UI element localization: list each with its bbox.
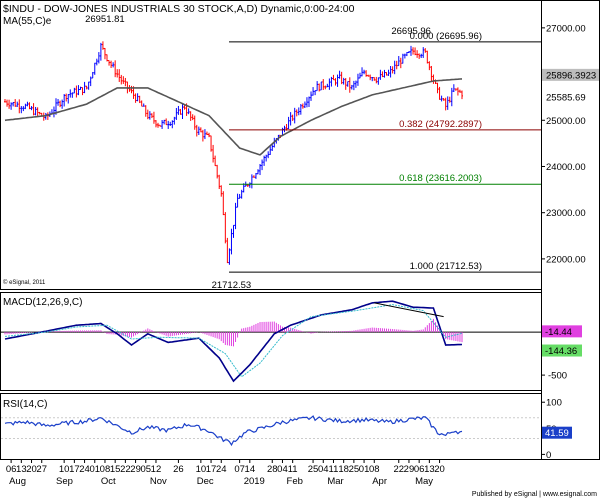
- x-day-label: 22: [120, 464, 131, 475]
- price-value-box: [542, 91, 599, 104]
- x-day-label: 01: [359, 464, 370, 475]
- x-day-label: 24: [79, 464, 90, 475]
- rsi-value-box: [542, 426, 572, 439]
- price-value-label: 25896.3923: [546, 70, 596, 81]
- x-day-label: 14: [245, 464, 256, 475]
- rsi-value-label: 41.59: [545, 428, 569, 439]
- x-day-label: 06: [414, 464, 425, 475]
- x-month-label: Nov: [150, 476, 167, 487]
- macd-plot: [1, 300, 541, 383]
- x-day-label: 04: [318, 464, 329, 475]
- rsi-y-tick-label: 100: [546, 398, 562, 409]
- price-y-tick-label: 27000.00: [546, 23, 586, 34]
- x-month-label: Aug: [9, 476, 26, 487]
- x-day-label: 29: [404, 464, 415, 475]
- rsi-plot: [1, 415, 541, 447]
- copyright-text: © eSignal, 2011: [3, 279, 46, 286]
- macd-value-label: -14.44: [545, 327, 572, 338]
- rsi-y-tick-label: 0: [546, 450, 551, 461]
- macd-value-box: [542, 325, 582, 338]
- x-day-label: 15: [110, 464, 121, 475]
- x-day-label: 18: [338, 464, 349, 475]
- macd-line: [4, 300, 463, 383]
- x-month-label: Sep: [56, 476, 73, 487]
- x-month-label: May: [415, 476, 433, 487]
- price-annotation: 26695.96: [391, 26, 431, 37]
- x-day-label: 11: [329, 464, 339, 475]
- x-day-label: 07: [234, 464, 245, 475]
- macd-panel-frame: [0, 292, 542, 391]
- x-day-label: 25: [349, 464, 360, 475]
- x-day-label: 08: [369, 464, 380, 475]
- macd-y-tick-label: -500: [548, 371, 567, 382]
- fib-label: 0.000 (26695.96): [410, 31, 482, 42]
- x-day-label: 08: [100, 464, 111, 475]
- x-day-label: 01: [89, 464, 100, 475]
- fib-label: 0.618 (23616.2003): [399, 173, 482, 184]
- fib-label: 1.000 (21712.53): [410, 261, 482, 272]
- chart-title: $INDU - DOW-JONES INDUSTRIALS 30 STOCK,A…: [3, 3, 355, 15]
- x-day-label: 27: [36, 464, 47, 475]
- price-annotation: 21712.53: [212, 280, 252, 291]
- price-y-tick-label: 22000.00: [546, 254, 586, 265]
- price-value-label: 25585.69: [546, 93, 586, 104]
- price-y-tick-label: 24000.00: [546, 162, 586, 173]
- x-day-label: 24: [216, 464, 227, 475]
- x-month-label: Apr: [372, 476, 387, 487]
- price-y-tick-label: 23000.00: [546, 208, 586, 219]
- footer-text: Published by eSignal | www.esignal.com: [472, 491, 597, 498]
- price-value-box: [542, 68, 599, 81]
- price-annotation: 26951.81: [85, 14, 125, 25]
- x-day-label: 10: [196, 464, 207, 475]
- x-day-label: 28: [267, 464, 278, 475]
- x-day-label: 12: [151, 464, 162, 475]
- x-month-label: Feb: [287, 476, 303, 487]
- macd-value-box: [542, 344, 582, 357]
- macd-trendline: [374, 302, 444, 318]
- x-month-label: Oct: [101, 476, 116, 487]
- x-month-label: Mar: [327, 476, 343, 487]
- x-day-label: 20: [26, 464, 37, 475]
- macd-value-label: -144.36: [545, 346, 577, 357]
- x-day-label: 20: [434, 464, 445, 475]
- x-day-label: 26: [173, 464, 184, 475]
- rsi-title: RSI(14,C): [3, 399, 47, 410]
- x-day-label: 06: [6, 464, 17, 475]
- x-day-label: 13: [16, 464, 27, 475]
- macd-title: MACD(12,26,9,C): [3, 297, 82, 308]
- fib-label: 0.382 (24792.2897): [399, 119, 482, 130]
- price-plot: 0.000 (26695.96) 0.382 (24792.2897) 0.618 …: [4, 14, 541, 291]
- rsi-line: [4, 415, 463, 447]
- x-day-label: 13: [424, 464, 435, 475]
- x-day-label: 29: [130, 464, 141, 475]
- axes: 22000.0023000.0024000.0025000.0026000.00…: [6, 23, 599, 487]
- x-day-label: 04: [277, 464, 288, 475]
- x-day-label: 17: [206, 464, 217, 475]
- x-day-label: 11: [288, 464, 298, 475]
- x-day-label: 10: [59, 464, 70, 475]
- ma-label: MA(55,C)e: [3, 16, 52, 27]
- x-month-label: 2019: [244, 476, 265, 487]
- macd-signal-line: [4, 304, 463, 378]
- x-day-label: 17: [69, 464, 80, 475]
- x-day-label: 25: [308, 464, 319, 475]
- price-y-tick-label: 25000.00: [546, 116, 586, 127]
- ma-line: [4, 78, 463, 156]
- x-day-label: 05: [140, 464, 151, 475]
- x-day-label: 22: [393, 464, 404, 475]
- x-month-label: Dec: [197, 476, 214, 487]
